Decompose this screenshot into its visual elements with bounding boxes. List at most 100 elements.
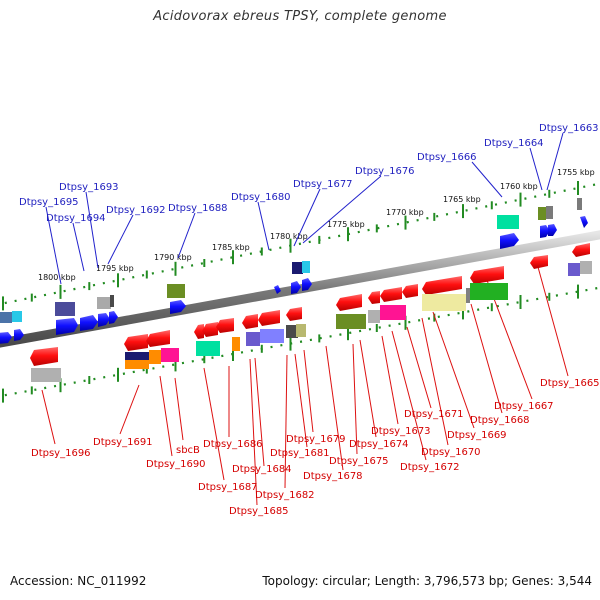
gene-reverse-arrow bbox=[194, 324, 204, 339]
gene-label: Dtpsy_1682 bbox=[255, 490, 315, 501]
feature-box bbox=[161, 348, 179, 362]
gene-reverse-arrow bbox=[216, 318, 234, 333]
gene-reverse-arrow bbox=[380, 287, 402, 302]
gene-forward-arrow bbox=[291, 281, 301, 294]
kbp-label: 1765 kbp bbox=[443, 195, 481, 204]
gene-reverse-arrow bbox=[202, 322, 218, 337]
genes-reverse bbox=[30, 243, 590, 366]
feature-box bbox=[546, 206, 553, 219]
gene-label: Dtpsy_1680 bbox=[231, 192, 291, 203]
gene-label: Dtpsy_1670 bbox=[421, 447, 481, 458]
feature-box bbox=[368, 310, 380, 323]
gene-reverse-arrow bbox=[146, 330, 170, 347]
gene-forward-arrow bbox=[540, 225, 550, 238]
genes-forward bbox=[0, 216, 588, 344]
gene-reverse-arrow bbox=[286, 307, 302, 321]
kbp-label: 1755 kbp bbox=[557, 168, 595, 177]
gene-label: Dtpsy_1686 bbox=[203, 439, 263, 450]
gene-reverse-arrow bbox=[470, 266, 504, 284]
feature-box bbox=[31, 368, 61, 382]
feature-box bbox=[232, 337, 240, 351]
feature-box bbox=[296, 324, 306, 337]
gene-label: Dtpsy_1666 bbox=[417, 152, 477, 163]
gene-label: Dtpsy_1695 bbox=[19, 197, 79, 208]
gene-label: Dtpsy_1691 bbox=[93, 437, 153, 448]
genome-info-text: Topology: circular; Length: 3,796,573 bp… bbox=[262, 574, 592, 588]
gene-forward-arrow bbox=[500, 233, 519, 249]
feature-box bbox=[167, 284, 185, 298]
gene-label: Dtpsy_1692 bbox=[106, 205, 166, 216]
feature-box bbox=[568, 263, 580, 276]
kbp-labels: 1755 kbp 1760 kbp 1765 kbp 1770 kbp 1775… bbox=[38, 168, 595, 282]
feature-box bbox=[125, 360, 149, 369]
gene-reverse-arrow bbox=[422, 276, 462, 295]
kbp-label: 1760 kbp bbox=[500, 182, 538, 191]
feature-box bbox=[336, 314, 366, 329]
feature-box bbox=[538, 207, 546, 220]
gene-label: Dtpsy_1676 bbox=[355, 166, 415, 177]
gene-label: Dtpsy_1675 bbox=[329, 456, 389, 467]
feature-box bbox=[149, 350, 161, 364]
kbp-label: 1795 kbp bbox=[96, 264, 134, 273]
gene-forward-arrow bbox=[274, 285, 281, 294]
gene-label: Dtpsy_1693 bbox=[59, 182, 119, 193]
gene-reverse-arrow bbox=[258, 310, 280, 326]
gene-reverse-arrow bbox=[336, 294, 362, 311]
feature-box bbox=[422, 294, 466, 311]
gene-label: Dtpsy_1674 bbox=[349, 439, 409, 450]
gene-label: Dtpsy_1663 bbox=[539, 123, 599, 134]
accession-text: Accession: NC_011992 bbox=[10, 574, 147, 588]
bottom-leader-lines bbox=[41, 266, 569, 506]
gene-reverse-arrow bbox=[572, 243, 590, 257]
gene-forward-arrow bbox=[109, 311, 118, 324]
gene-reverse-arrow bbox=[402, 284, 418, 298]
gene-forward-arrow bbox=[548, 224, 557, 236]
feature-box bbox=[380, 305, 406, 320]
feature-box bbox=[12, 311, 22, 322]
feature-box bbox=[260, 329, 284, 343]
gene-reverse-arrow bbox=[242, 314, 258, 329]
gene-label: Dtpsy_1665 bbox=[540, 378, 600, 389]
gene-label: Dtpsy_1673 bbox=[371, 426, 431, 437]
gene-forward-arrow bbox=[80, 315, 98, 331]
gene-label: Dtpsy_1694 bbox=[46, 213, 106, 224]
top-gene-labels: Dtpsy_1663 Dtpsy_1664 Dtpsy_1666 Dtpsy_1… bbox=[19, 123, 599, 224]
gene-label: Dtpsy_1664 bbox=[484, 138, 544, 149]
scale-track-lower bbox=[0, 286, 599, 398]
gene-label: Dtpsy_1684 bbox=[232, 464, 292, 475]
gene-label: Dtpsy_1669 bbox=[447, 430, 507, 441]
map-title: Acidovorax ebreus TPSY, complete genome bbox=[153, 9, 447, 24]
gene-forward-arrow bbox=[14, 329, 24, 341]
gene-label: sbcB bbox=[176, 445, 200, 456]
scale-ticks bbox=[2, 181, 579, 403]
gene-label: Dtpsy_1687 bbox=[198, 482, 258, 493]
gene-label: Dtpsy_1671 bbox=[404, 409, 464, 420]
gene-forward-arrow bbox=[580, 216, 588, 228]
gene-label: Dtpsy_1688 bbox=[168, 203, 228, 214]
gene-reverse-arrow bbox=[124, 334, 148, 351]
kbp-label: 1800 kbp bbox=[38, 273, 76, 282]
gene-forward-arrow bbox=[56, 318, 78, 335]
feature-box bbox=[470, 283, 508, 300]
gene-label: Dtpsy_1690 bbox=[146, 459, 206, 470]
gene-label: Dtpsy_1678 bbox=[303, 471, 363, 482]
kbp-label: 1775 kbp bbox=[327, 220, 365, 229]
gene-label: Dtpsy_1677 bbox=[293, 179, 353, 190]
feature-box bbox=[497, 215, 519, 229]
feature-box bbox=[125, 352, 149, 361]
gene-forward-arrow bbox=[302, 278, 312, 291]
gene-forward-arrow bbox=[98, 313, 110, 327]
feature-box bbox=[196, 341, 220, 356]
gene-label: Dtpsy_1685 bbox=[229, 506, 289, 517]
gene-label: Dtpsy_1667 bbox=[494, 401, 554, 412]
feature-box bbox=[580, 261, 592, 274]
top-leader-lines bbox=[45, 132, 564, 285]
feature-box bbox=[286, 325, 298, 338]
feature-box bbox=[55, 302, 75, 316]
gene-reverse-arrow bbox=[30, 347, 58, 366]
gene-reverse-arrow bbox=[368, 291, 380, 304]
gene-label: Dtpsy_1672 bbox=[400, 462, 460, 473]
feature-box bbox=[110, 295, 114, 307]
feature-box bbox=[577, 198, 582, 210]
